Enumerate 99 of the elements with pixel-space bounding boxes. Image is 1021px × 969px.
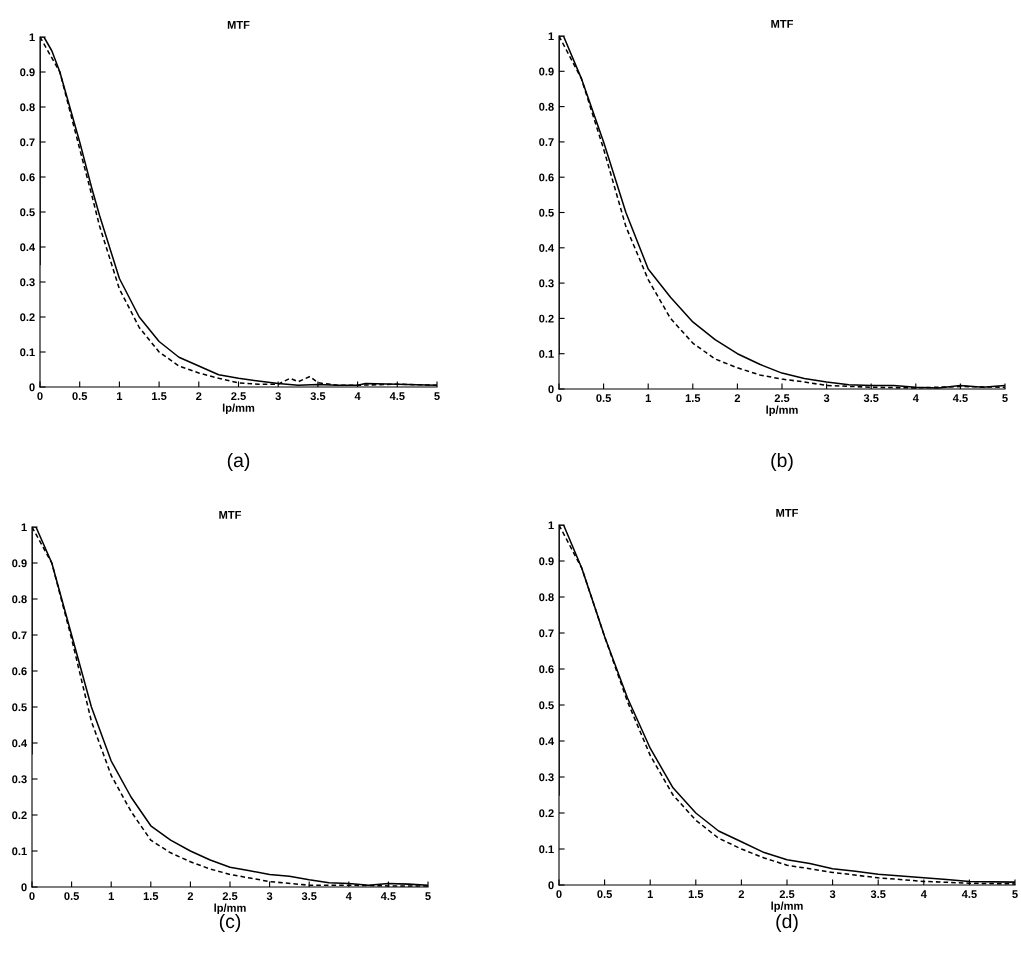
y-tick-label: 0.7 [539,629,554,638]
x-axis-title: lp/mm [214,903,246,914]
x-tick-label: 3.5 [301,892,317,901]
y-tick-label: 0.3 [20,278,35,287]
x-tick-label: 2.5 [779,890,795,899]
y-tick-label: 0.2 [539,809,554,818]
x-tick-label: 3 [829,890,836,899]
y-tick-label: 0.8 [539,593,554,602]
y-tick-label: 0.2 [20,313,35,322]
text: (c) [219,913,241,933]
y-tick-label: 0.7 [20,138,35,147]
y-tick-label: 0.1 [12,847,27,856]
x-tick-label: 2 [734,394,741,402]
x-tick-label: 3.5 [863,394,879,403]
chart-title: MTF [776,509,799,517]
y-tick-label: 0.4 [539,737,555,746]
y-tick-label: 0.5 [539,208,554,217]
chart-title: MTF [771,20,794,28]
x-tick-label: 4 [354,392,361,400]
x-tick-label: 0 [556,890,562,899]
text: (a) [227,452,250,472]
x-tick-label: 3.5 [310,392,326,401]
y-tick-label: 0.9 [12,559,27,568]
y-tick-label: 0.4 [539,244,555,252]
x-tick-label: 1.5 [688,890,704,899]
y-tick-label: 1 [548,521,554,530]
y-tick-label: 0.8 [539,102,554,111]
y-tick-label: 0.9 [539,557,554,566]
x-tick-label: 2 [196,392,202,400]
y-tick-label: 0.6 [12,667,27,676]
y-tick-label: 0.4 [20,243,36,252]
x-tick-label: 4.5 [952,394,968,403]
x-tick-label: 3 [275,392,281,401]
x-tick-label: 4 [912,394,919,402]
y-tick-label: 0.7 [12,631,27,640]
x-tick-label: 3.5 [870,890,886,899]
x-tick-label: 0.5 [597,890,613,899]
x-axis-title: lp/mm [771,901,803,912]
x-tick-label: 0 [37,392,43,401]
y-tick-label: 0.1 [539,349,554,358]
x-tick-label: 2.5 [231,392,246,401]
x-tick-label: 3 [266,892,273,901]
x-tick-label: 5 [434,392,440,401]
y-tick-label: 0.2 [12,811,27,820]
y-tick-label: 0.6 [539,173,554,182]
y-tick-label: 0 [548,385,554,394]
x-tick-label: 1 [117,392,123,400]
y-tick-label: 0.1 [539,845,554,854]
x-tick-label: 5 [1002,394,1008,403]
x-tick-label: 1 [647,890,653,898]
x-axis-title: lp/mm [222,403,255,414]
y-tick-label: 0.1 [20,348,35,357]
x-tick-label: 4.5 [389,392,405,401]
x-tick-label: 0.5 [72,392,88,401]
x-tick-label: 2 [738,890,745,898]
y-tick-label: 0.3 [539,773,554,782]
y-tick-label: 0.3 [539,279,554,288]
y-tick-label: 0.4 [12,739,28,748]
y-tick-label: 1 [29,33,35,42]
x-tick-label: 1.5 [685,394,701,403]
x-axis-title: lp/mm [766,405,798,416]
x-tick-label: 5 [425,892,431,901]
y-tick-label: 1 [21,523,27,532]
x-tick-label: 1 [108,892,114,900]
y-tick-label: 0.9 [539,67,554,76]
y-tick-label: 0 [21,883,27,892]
x-tick-label: 1.5 [143,892,159,901]
y-tick-label: 0.3 [12,775,27,784]
y-tick-label: 0.2 [539,314,554,323]
x-tick-label: 2.5 [222,892,238,901]
y-tick-label: 0.8 [20,103,35,112]
x-tick-label: 5 [1012,890,1018,899]
chart-title: MTF [219,511,242,519]
x-tick-label: 0.5 [596,394,612,403]
x-tick-label: 4.5 [961,890,977,899]
y-tick-label: 0.9 [20,68,35,77]
y-tick-label: 1 [548,32,554,41]
x-tick-label: 4.5 [380,892,396,901]
x-tick-label: 2.5 [774,394,790,403]
y-tick-label: 0 [29,383,35,392]
text: (d) [776,913,798,933]
y-tick-label: 0.8 [12,595,27,604]
chart-title: MTF [227,21,250,29]
y-tick-label: 0 [548,881,554,890]
y-tick-label: 0.6 [20,173,35,182]
y-tick-label: 0.7 [539,138,554,147]
x-tick-label: 4 [345,892,352,900]
x-tick-label: 3 [823,394,830,403]
y-tick-label: 0.5 [20,208,35,217]
x-tick-label: 1.5 [152,392,167,401]
y-tick-label: 0.5 [539,701,554,710]
x-tick-label: 0 [556,394,562,403]
x-tick-label: 4 [920,890,927,898]
y-tick-label: 0.6 [539,665,554,674]
x-tick-label: 0.5 [64,892,80,901]
x-tick-label: 1 [645,394,651,402]
x-tick-label: 2 [187,892,194,900]
text: (b) [771,452,793,472]
y-tick-label: 0.5 [12,703,27,712]
